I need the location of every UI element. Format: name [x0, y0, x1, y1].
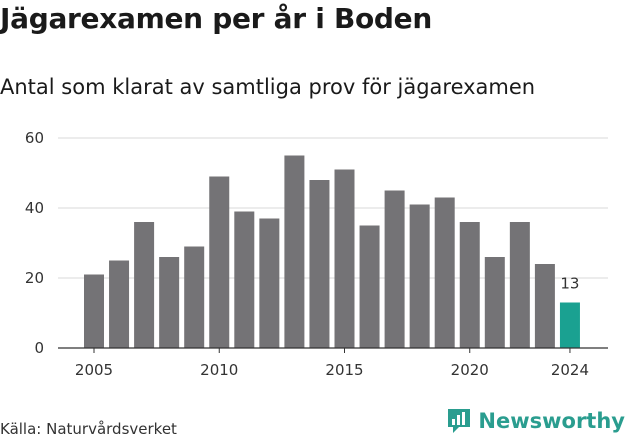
- x-tick-label: 2020: [451, 361, 489, 379]
- bar-chart: 0 20 40 60 13 2005 2010 2015 2020 2024: [25, 129, 608, 379]
- bar: [534, 264, 555, 348]
- y-tick-label: 40: [25, 199, 44, 217]
- bar: [309, 180, 330, 348]
- newsworthy-logo-icon: [448, 409, 471, 433]
- bar: [184, 246, 205, 348]
- bar: [234, 211, 255, 348]
- bar: [209, 176, 230, 348]
- bar: [84, 274, 104, 348]
- bar: [409, 204, 430, 348]
- bar: [134, 222, 155, 348]
- bar-highlight: [559, 302, 580, 348]
- x-tick-label: 2024: [551, 361, 589, 379]
- brand-logo: Newsworthy: [446, 407, 625, 435]
- bar: [509, 222, 530, 348]
- data-label: 13: [560, 275, 579, 293]
- chart-title: Jägarexamen per år i Boden: [0, 2, 432, 35]
- brand-name: Newsworthy: [478, 409, 625, 433]
- bar: [159, 257, 180, 348]
- bar: [459, 222, 480, 348]
- bar: [359, 225, 380, 348]
- source-note: Källa: Naturvårdsverket: [0, 420, 177, 438]
- bar: [259, 218, 280, 348]
- x-tick-label: 2015: [325, 361, 363, 379]
- bar: [434, 197, 455, 348]
- bar: [109, 260, 130, 348]
- bar: [484, 257, 505, 348]
- x-tick-label: 2005: [75, 361, 113, 379]
- bar: [384, 190, 405, 348]
- y-tick-label: 20: [25, 269, 44, 287]
- x-tick-label: 2010: [200, 361, 238, 379]
- y-tick-label: 0: [34, 339, 44, 357]
- y-tick-label: 60: [25, 129, 44, 147]
- bar: [334, 169, 355, 348]
- chart-subtitle: Antal som klarat av samtliga prov för jä…: [0, 75, 536, 99]
- bar: [284, 155, 305, 348]
